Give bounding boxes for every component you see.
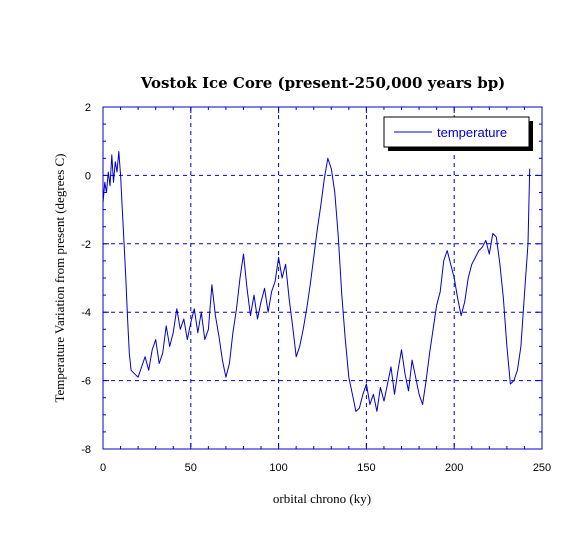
grid	[103, 107, 542, 449]
x-tick-label: 250	[533, 462, 551, 474]
chart-title: Vostok Ice Core (present-250,000 years b…	[140, 74, 506, 92]
series-line-0	[102, 151, 531, 412]
x-tick-label: 150	[357, 462, 375, 474]
y-tick-label: -4	[81, 307, 91, 319]
legend: temperature	[383, 116, 533, 151]
y-tick-label: -8	[81, 444, 91, 456]
x-axis-label: orbital chrono (ky)	[273, 491, 371, 506]
legend-entry-temperature: temperature	[437, 125, 507, 140]
axis-ticks: 0 50 100 150 200 250 -8 -6 -4 -2 0 2	[81, 102, 551, 474]
y-axis-label: Temperature Variation from present (degr…	[52, 154, 67, 403]
y-tick-label: -6	[81, 376, 91, 388]
x-tick-label: 0	[100, 462, 106, 474]
x-tick-label: 50	[185, 462, 197, 474]
y-tick-label: 2	[85, 102, 91, 114]
y-tick-label: -2	[81, 239, 91, 251]
y-tick-label: 0	[85, 170, 91, 182]
x-tick-label: 100	[269, 462, 287, 474]
plot-frame	[102, 106, 543, 450]
series-layer	[102, 151, 531, 412]
x-tick-label: 200	[445, 462, 463, 474]
